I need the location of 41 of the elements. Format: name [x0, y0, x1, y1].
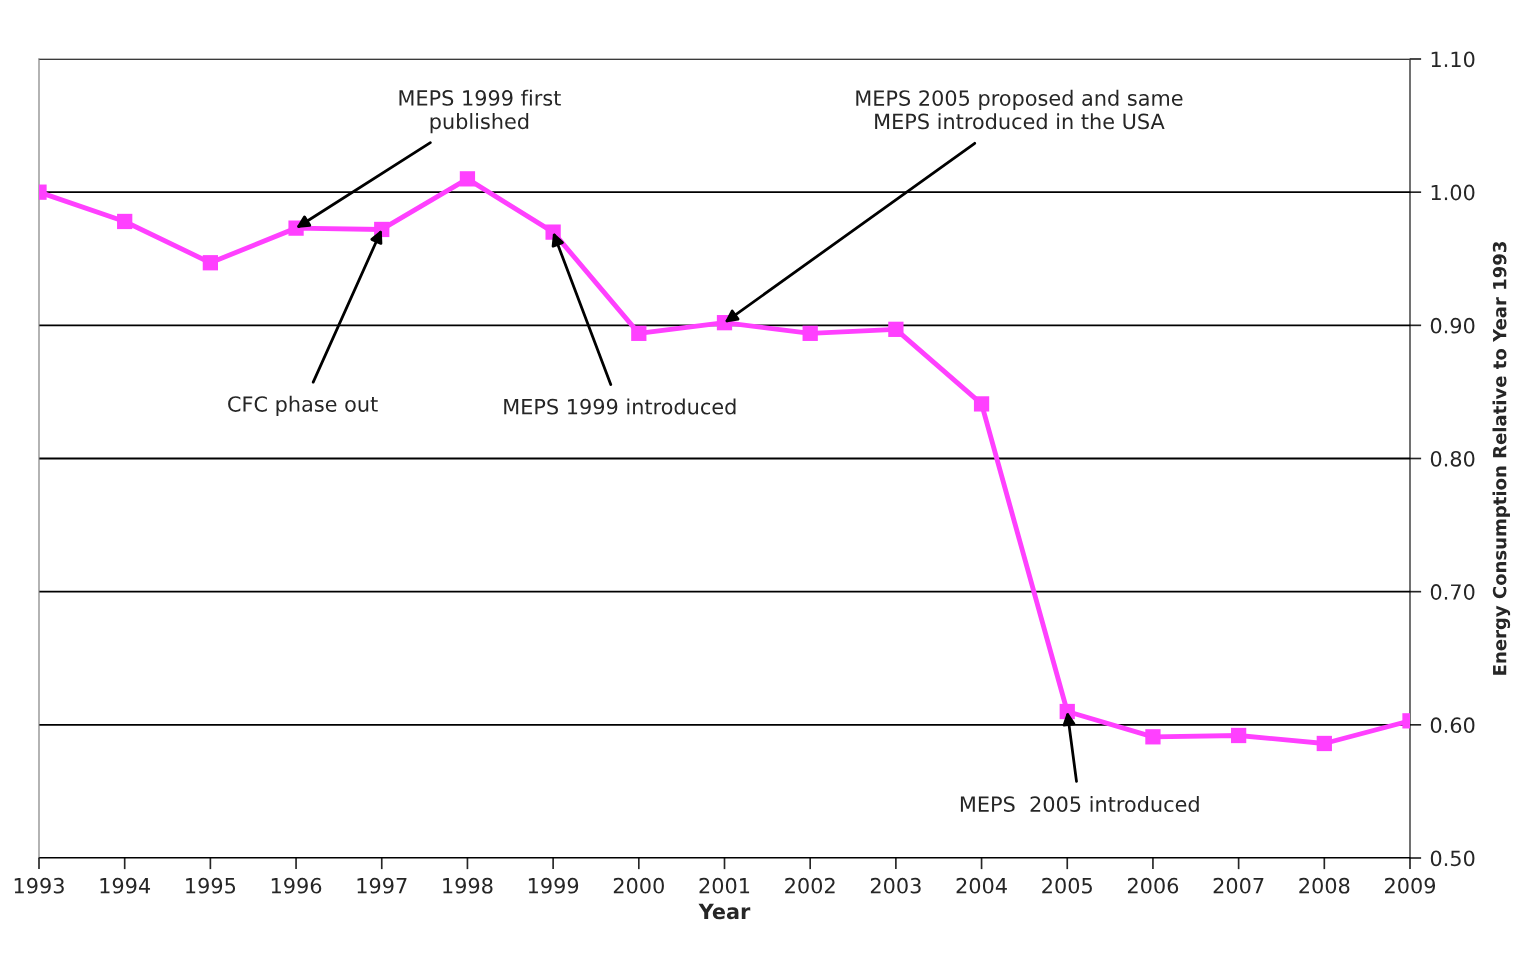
x-tick-label: 1997 — [357, 877, 407, 894]
y-tick-label: 0.70 — [1430, 584, 1475, 600]
x-tick-label: 2008 — [1299, 877, 1350, 894]
point — [631, 325, 647, 341]
x-tick-label: 1995 — [186, 877, 236, 894]
point — [802, 325, 818, 341]
x-tick-label: 2002 — [785, 877, 835, 894]
x-tick-label: 2009 — [1385, 877, 1436, 894]
y-tick-label: 1.10 — [1431, 51, 1475, 68]
point — [1230, 727, 1247, 744]
x-tick-label: 2004 — [956, 877, 1007, 894]
x-tick-label: 1993 — [14, 877, 64, 894]
x-tick-label: 2003 — [870, 877, 921, 894]
point — [1316, 735, 1332, 752]
point — [117, 213, 133, 230]
annotation: CFC phase out — [228, 395, 378, 416]
y-tick-label: 1.00 — [1431, 184, 1475, 201]
x-tick-label: 1994 — [100, 877, 151, 894]
annotation: MEPS 1999 introduced — [504, 398, 736, 415]
y-tick-label: 0.80 — [1430, 450, 1475, 467]
x-tick-label: 2000 — [613, 877, 664, 894]
x-tick-label: 2007 — [1213, 877, 1264, 894]
annotation: MEPS 2005 proposed and same MEPS introduced in the USA — [856, 89, 1183, 130]
x-axis-title: Year — [698, 903, 751, 920]
point — [1145, 729, 1161, 745]
x-tick-label: 2001 — [699, 877, 750, 894]
x-tick-label: 2006 — [1127, 877, 1179, 894]
y-tick-label: 0.50 — [1430, 850, 1475, 867]
x-tick-label: 1999 — [528, 877, 579, 894]
point — [459, 171, 476, 187]
x-tick-label: 2005 — [1042, 877, 1092, 894]
point — [202, 255, 219, 271]
annotation: MEPS 1999 first published — [399, 89, 561, 134]
point — [888, 321, 904, 337]
point — [973, 396, 990, 412]
y-tick-label: 0.60 — [1430, 717, 1475, 734]
y-tick-label: 0.90 — [1430, 317, 1475, 334]
annotation: MEPS 2005 introduced — [960, 795, 1199, 813]
x-tick-label: 1996 — [271, 877, 322, 894]
y-axis-title: Energy Consumption Relative to Year 1993 — [1492, 242, 1511, 675]
x-tick-label: 1998 — [443, 877, 493, 894]
